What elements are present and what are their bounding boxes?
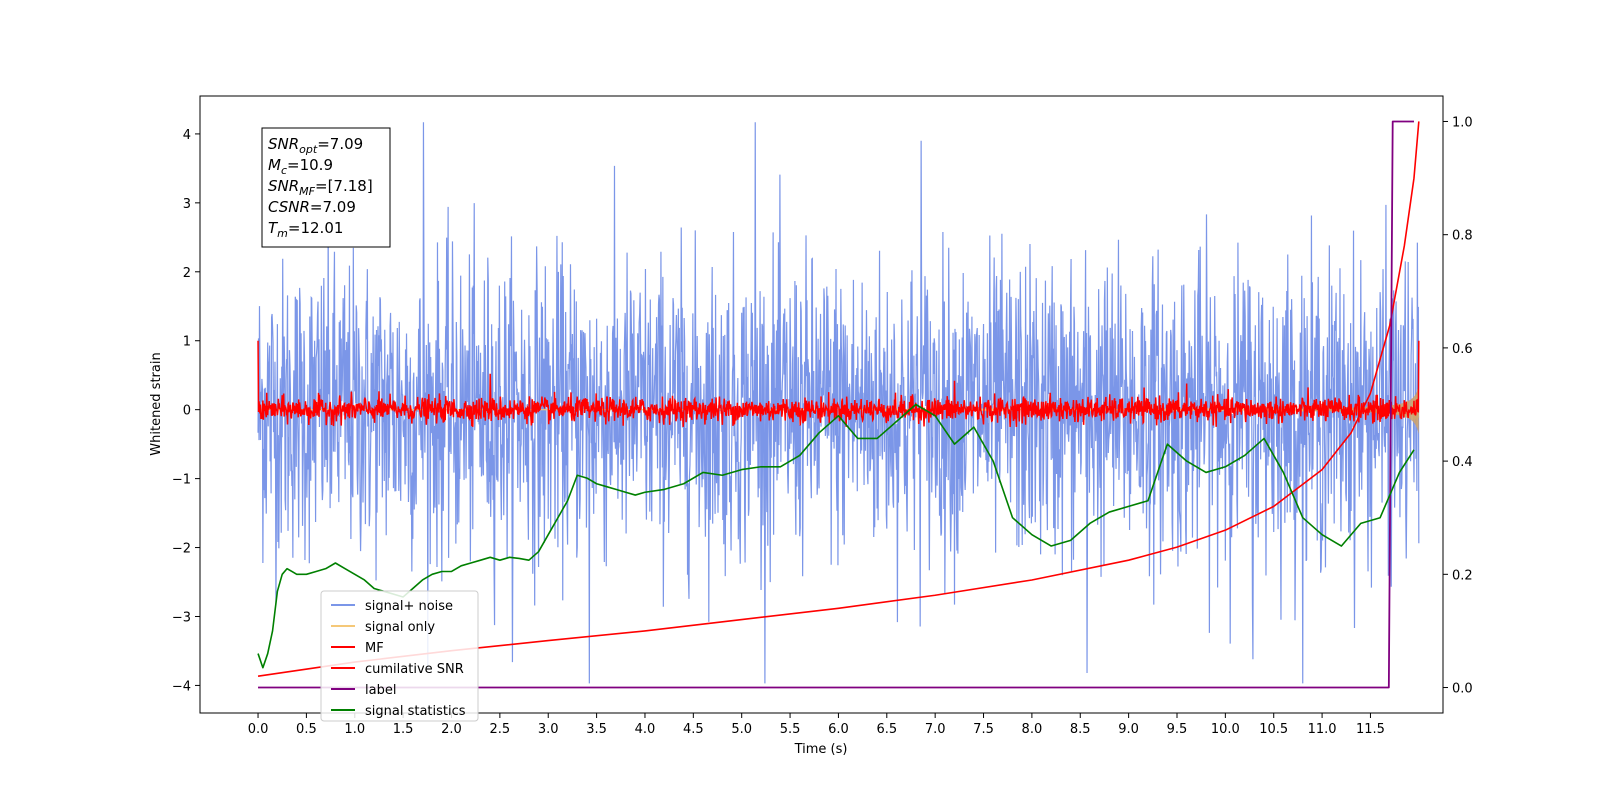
x-tick-label: 7.0 bbox=[925, 722, 946, 737]
x-tick-label: 2.5 bbox=[490, 722, 511, 737]
x-tick-label: 10.5 bbox=[1259, 722, 1288, 737]
x-tick-label: 5.5 bbox=[780, 722, 801, 737]
annotation-line: SNRopt=7.09 bbox=[268, 135, 363, 156]
x-axis-label: Time (s) bbox=[794, 742, 848, 757]
series-mf-line bbox=[257, 340, 1420, 427]
x-tick-label: 0.5 bbox=[296, 722, 317, 737]
legend-entry: signal+ noise bbox=[365, 599, 453, 614]
annotation-line: CSNR=7.09 bbox=[268, 198, 356, 216]
legend-entry: cumilative SNR bbox=[365, 662, 464, 677]
y2-tick-label: 0.0 bbox=[1452, 682, 1473, 697]
series-layer bbox=[257, 120, 1420, 689]
x-tick-label: 5.0 bbox=[731, 722, 752, 737]
x-tick-label: 1.5 bbox=[393, 722, 414, 737]
annotation-line: Mc=10.9 bbox=[268, 156, 333, 177]
annotation-line: Tm=12.01 bbox=[268, 219, 343, 240]
x-tick-label: 10.0 bbox=[1211, 722, 1240, 737]
series-cumulative-snr-line bbox=[257, 121, 1420, 678]
legend-entry: signal statistics bbox=[365, 704, 466, 719]
x-tick-label: 1.0 bbox=[344, 722, 365, 737]
x-axis: 0.0 0.5 1.0 1.5 2.0 2.5 3.0 3.5 4.0 4.5 5.0 5.5 6.0 6… bbox=[248, 713, 1385, 737]
x-tick-label: 7.5 bbox=[973, 722, 994, 737]
x-tick-label: 8.0 bbox=[1022, 722, 1043, 737]
y-tick-label: 2 bbox=[183, 266, 191, 281]
legend-entry: MF bbox=[365, 641, 384, 656]
annotation-line: SNRMF=[7.18] bbox=[268, 177, 373, 198]
x-tick-label: 6.5 bbox=[876, 722, 897, 737]
y2-tick-label: 0.4 bbox=[1452, 455, 1473, 470]
plot-frame bbox=[199, 95, 1444, 714]
x-tick-label: 4.5 bbox=[683, 722, 704, 737]
x-tick-label: 9.0 bbox=[1118, 722, 1139, 737]
y2-tick-label: 0.6 bbox=[1452, 342, 1473, 357]
x-tick-label: 11.0 bbox=[1308, 722, 1337, 737]
y-tick-label: 1 bbox=[183, 335, 191, 350]
x-tick-label: 8.5 bbox=[1070, 722, 1091, 737]
y2-tick-label: 1.0 bbox=[1452, 115, 1473, 130]
x-tick-label: 3.0 bbox=[538, 722, 559, 737]
x-tick-label: 9.5 bbox=[1167, 722, 1188, 737]
x-tick-label: 2.0 bbox=[441, 722, 462, 737]
y2-tick-label: 0.2 bbox=[1452, 568, 1473, 583]
series-signal-noise-line bbox=[257, 122, 1420, 684]
legend-entry: signal only bbox=[365, 620, 435, 635]
x-tick-label: 11.5 bbox=[1356, 722, 1385, 737]
legend-entry: label bbox=[365, 683, 396, 698]
y-tick-label: −4 bbox=[172, 679, 191, 694]
x-tick-label: 4.0 bbox=[635, 722, 656, 737]
series-label-line bbox=[258, 120, 1414, 689]
y2-tick-label: 0.8 bbox=[1452, 229, 1473, 244]
x-tick-label: 6.0 bbox=[828, 722, 849, 737]
y-tick-label: 0 bbox=[183, 404, 191, 419]
y-tick-label: −2 bbox=[172, 542, 191, 557]
x-tick-label: 3.5 bbox=[586, 722, 607, 737]
legend: signal+ noise signal only MF cumilative SNR… bbox=[320, 590, 479, 722]
y-tick-label: −1 bbox=[172, 473, 191, 488]
x-tick-label: 0.0 bbox=[248, 722, 269, 737]
y-tick-label: 3 bbox=[183, 197, 191, 212]
y-axis-label: Whitened strain bbox=[149, 352, 164, 455]
y-tick-label: −3 bbox=[172, 610, 191, 625]
y-axis-left: −4 −3 −2 −1 0 1 2 3 4 bbox=[172, 128, 200, 694]
y-axis-right: 0.0 0.2 0.4 0.6 0.8 1.0 bbox=[1443, 115, 1473, 697]
series-signal-statistics-line bbox=[257, 403, 1415, 669]
y-tick-label: 4 bbox=[183, 128, 191, 143]
